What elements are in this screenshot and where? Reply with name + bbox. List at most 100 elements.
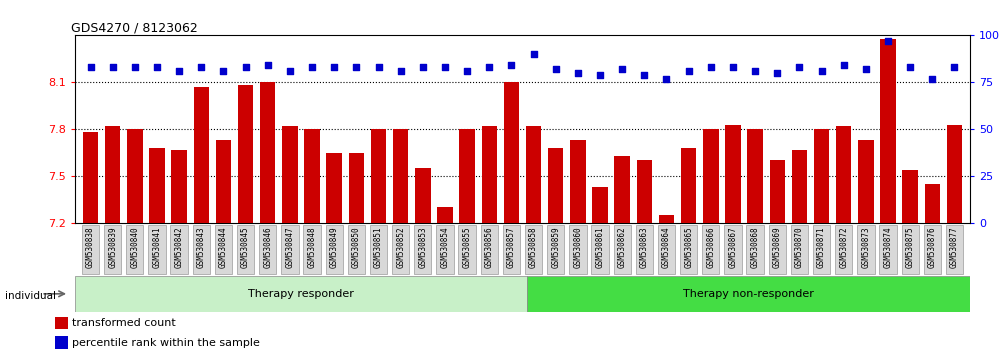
Bar xyxy=(880,39,896,223)
Bar xyxy=(83,132,98,223)
FancyBboxPatch shape xyxy=(126,225,143,274)
Text: GSM530871: GSM530871 xyxy=(817,227,826,268)
Point xyxy=(393,68,409,74)
Bar xyxy=(260,82,275,223)
Text: GSM530848: GSM530848 xyxy=(308,227,317,268)
Text: GDS4270 / 8123062: GDS4270 / 8123062 xyxy=(71,21,197,34)
FancyBboxPatch shape xyxy=(458,225,476,274)
Text: GSM530845: GSM530845 xyxy=(241,227,250,268)
Point xyxy=(437,64,453,70)
Text: GSM530862: GSM530862 xyxy=(618,227,627,268)
Text: GSM530864: GSM530864 xyxy=(662,227,671,268)
Text: GSM530872: GSM530872 xyxy=(839,227,848,268)
FancyBboxPatch shape xyxy=(636,225,653,274)
Bar xyxy=(570,140,586,223)
FancyBboxPatch shape xyxy=(481,225,498,274)
Text: GSM530838: GSM530838 xyxy=(86,227,95,268)
Text: GSM530869: GSM530869 xyxy=(773,227,782,268)
Point xyxy=(548,66,564,72)
Bar xyxy=(55,316,68,329)
Point xyxy=(215,68,231,74)
Bar xyxy=(171,149,187,223)
FancyBboxPatch shape xyxy=(326,225,343,274)
FancyBboxPatch shape xyxy=(569,225,587,274)
Point xyxy=(127,64,143,70)
Point xyxy=(924,76,940,81)
Point xyxy=(814,68,830,74)
Bar xyxy=(725,125,741,223)
Text: GSM530865: GSM530865 xyxy=(684,227,693,268)
Point xyxy=(725,64,741,70)
FancyBboxPatch shape xyxy=(436,225,454,274)
Point xyxy=(171,68,187,74)
Text: GSM530863: GSM530863 xyxy=(640,227,649,268)
Bar xyxy=(194,87,209,223)
FancyBboxPatch shape xyxy=(82,225,99,274)
FancyBboxPatch shape xyxy=(946,225,963,274)
Point xyxy=(326,64,342,70)
Bar xyxy=(482,126,497,223)
Text: GSM530851: GSM530851 xyxy=(374,227,383,268)
Point xyxy=(946,64,962,70)
FancyBboxPatch shape xyxy=(614,225,631,274)
Text: GSM530855: GSM530855 xyxy=(463,227,472,268)
Text: transformed count: transformed count xyxy=(72,318,175,328)
Point xyxy=(570,70,586,76)
Bar xyxy=(925,184,940,223)
Bar xyxy=(527,276,970,312)
Bar xyxy=(127,129,143,223)
Bar xyxy=(659,215,674,223)
Bar xyxy=(75,276,527,312)
Text: Therapy non-responder: Therapy non-responder xyxy=(683,289,814,299)
Point xyxy=(836,63,852,68)
Point xyxy=(260,63,276,68)
FancyBboxPatch shape xyxy=(259,225,276,274)
Point xyxy=(526,51,542,57)
FancyBboxPatch shape xyxy=(193,225,210,274)
Bar xyxy=(858,140,874,223)
FancyBboxPatch shape xyxy=(879,225,897,274)
FancyBboxPatch shape xyxy=(148,225,166,274)
Text: GSM530854: GSM530854 xyxy=(440,227,449,268)
FancyBboxPatch shape xyxy=(370,225,387,274)
Bar xyxy=(836,126,851,223)
Point xyxy=(304,64,320,70)
Bar xyxy=(304,129,320,223)
Point xyxy=(459,68,475,74)
FancyBboxPatch shape xyxy=(392,225,409,274)
Point xyxy=(415,64,431,70)
Point xyxy=(481,64,497,70)
Bar xyxy=(681,148,696,223)
Bar xyxy=(703,129,719,223)
Bar xyxy=(637,160,652,223)
Text: GSM530852: GSM530852 xyxy=(396,227,405,268)
FancyBboxPatch shape xyxy=(170,225,188,274)
Point xyxy=(83,64,99,70)
Bar xyxy=(792,149,807,223)
Bar xyxy=(393,129,408,223)
Bar xyxy=(947,125,962,223)
FancyBboxPatch shape xyxy=(813,225,830,274)
Point xyxy=(503,63,519,68)
Bar xyxy=(105,126,120,223)
Point xyxy=(681,68,697,74)
Text: GSM530859: GSM530859 xyxy=(551,227,560,268)
Text: GSM530843: GSM530843 xyxy=(197,227,206,268)
Bar xyxy=(238,85,253,223)
Point xyxy=(703,64,719,70)
Point xyxy=(348,64,364,70)
FancyBboxPatch shape xyxy=(791,225,808,274)
FancyBboxPatch shape xyxy=(902,225,919,274)
Point xyxy=(282,68,298,74)
Text: GSM530839: GSM530839 xyxy=(108,227,117,268)
FancyBboxPatch shape xyxy=(414,225,431,274)
FancyBboxPatch shape xyxy=(857,225,875,274)
Text: percentile rank within the sample: percentile rank within the sample xyxy=(72,337,259,348)
Bar xyxy=(504,82,519,223)
Text: GSM530850: GSM530850 xyxy=(352,227,361,268)
Text: GSM530847: GSM530847 xyxy=(285,227,294,268)
Text: GSM530867: GSM530867 xyxy=(728,227,737,268)
Text: GSM530873: GSM530873 xyxy=(861,227,870,268)
Point xyxy=(371,64,387,70)
Point xyxy=(105,64,121,70)
